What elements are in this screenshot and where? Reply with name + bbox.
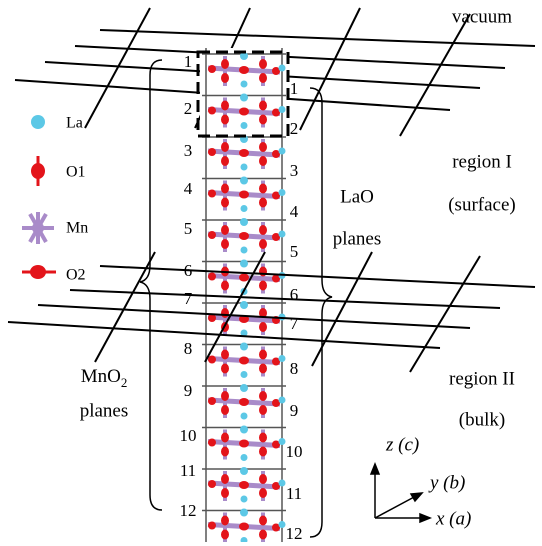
legend-label: Mn bbox=[66, 220, 88, 237]
plane-number: 9 bbox=[184, 381, 193, 400]
axis-label: x (a) bbox=[435, 508, 471, 529]
legend-label: La bbox=[66, 115, 83, 132]
region-label: region I bbox=[452, 151, 512, 172]
plane-number: 11 bbox=[180, 461, 196, 480]
lao-label: planes bbox=[333, 228, 382, 249]
plane-number: 10 bbox=[286, 442, 303, 461]
lao-label: LaO bbox=[340, 186, 374, 207]
region-label: (surface) bbox=[448, 194, 516, 215]
plane-number: 8 bbox=[184, 339, 193, 358]
mno2-label: planes bbox=[80, 400, 129, 421]
plane-number: 11 bbox=[286, 484, 302, 503]
plane-number: 4 bbox=[184, 179, 193, 198]
mno2-subscript: 2 bbox=[121, 375, 128, 390]
plane-number: 9 bbox=[290, 401, 299, 420]
plane-number: 8 bbox=[290, 359, 299, 378]
plane-number: 6 bbox=[290, 285, 299, 304]
vacuum-label: vacuum bbox=[452, 6, 512, 27]
region-label: (bulk) bbox=[459, 409, 505, 430]
mno2-text: MnO bbox=[81, 366, 121, 387]
diagram: La O1 Mn O2 vacuum region I (surface) re… bbox=[0, 0, 542, 546]
plane-number: 12 bbox=[286, 524, 303, 543]
plane-number: 3 bbox=[184, 141, 193, 160]
plane-number: 7 bbox=[290, 314, 299, 333]
region-label: region II bbox=[449, 368, 515, 389]
legend-label: O1 bbox=[66, 164, 86, 181]
plane-number: 12 bbox=[180, 501, 197, 520]
plane-number: 5 bbox=[184, 219, 193, 238]
plane-number: 1 bbox=[290, 79, 299, 98]
legend-label: O2 bbox=[66, 267, 86, 284]
plane-number: 2 bbox=[290, 119, 299, 138]
axis-label: y (b) bbox=[428, 472, 465, 493]
legend-icons bbox=[22, 115, 56, 279]
plane-number: 1 bbox=[184, 52, 193, 71]
plane-number: 3 bbox=[290, 161, 299, 180]
plane-number: 10 bbox=[180, 426, 197, 445]
plane-number: 4 bbox=[290, 202, 299, 221]
mno2-label: MnO2 bbox=[81, 366, 128, 390]
plane-number: 6 bbox=[184, 261, 193, 280]
plane-number: 7 bbox=[184, 289, 193, 308]
axis-label: z (c) bbox=[385, 434, 419, 455]
plane-number: 5 bbox=[290, 242, 299, 261]
axes-arrows bbox=[371, 464, 430, 522]
plane-number: 2 bbox=[184, 99, 193, 118]
